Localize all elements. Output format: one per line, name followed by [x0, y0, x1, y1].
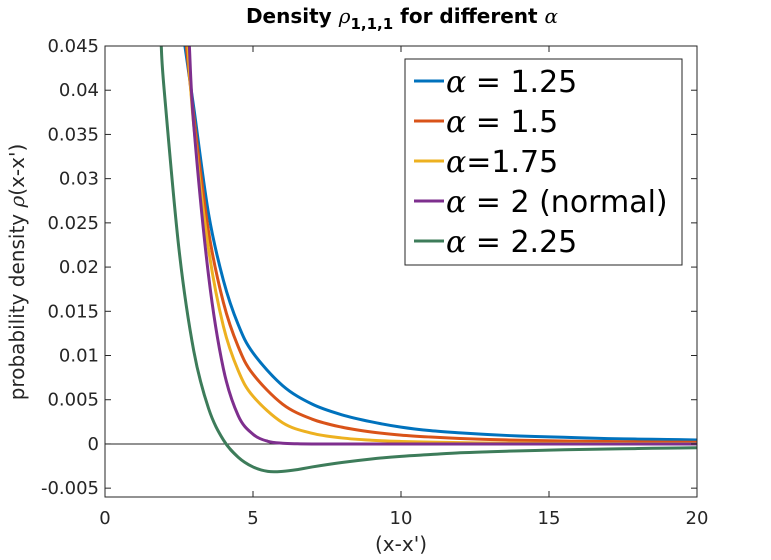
- y-tick-label: 0.03: [59, 169, 99, 190]
- y-tick-label: 0: [88, 434, 99, 455]
- x-tick-label: 10: [390, 508, 413, 529]
- y-tick-label: 0.015: [47, 301, 99, 322]
- legend-box: [404, 58, 683, 266]
- y-axis-label: probability density ρ(x-x'): [5, 144, 29, 401]
- legend-label-1: α = 1.25: [446, 65, 577, 100]
- ticks-layer: 0 5 10 15 20-0.00500.0050.010.0150.020.0250.…: [41, 36, 708, 529]
- legend-label-3: α=1.75: [446, 145, 558, 180]
- legend-label-5: α = 2.25: [446, 225, 577, 260]
- series-layer: [159, 46, 697, 474]
- legend: α = 1.25 α = 1.5 α=1.75 α = 2 (normal) α = 2…: [404, 58, 683, 266]
- x-axis-label: (x-x'): [375, 532, 427, 556]
- x-tick-label: 0: [99, 508, 110, 529]
- legend-items: α = 1.25 α = 1.5 α=1.75 α = 2 (normal) α = 2…: [414, 65, 668, 260]
- x-tick-label: 20: [686, 508, 709, 529]
- legend-label-4: α = 2 (normal): [446, 185, 668, 220]
- x-tick-label: 15: [538, 508, 561, 529]
- y-tick-label: 0.035: [47, 124, 99, 145]
- series-line-1: [183, 46, 697, 442]
- chart-title: Density ρ1,1,1 for different α: [246, 4, 559, 33]
- y-tick-label: 0.01: [59, 346, 99, 367]
- series-line-4: [187, 46, 697, 446]
- y-tick-label: -0.005: [41, 478, 99, 499]
- y-tick-label: 0.025: [47, 213, 99, 234]
- y-tick-label: 0.045: [47, 36, 99, 57]
- legend-label-2: α = 1.5: [446, 105, 558, 140]
- y-tick-label: 0.04: [59, 80, 99, 101]
- y-tick-label: 0.02: [59, 257, 99, 278]
- series-line-2: [184, 46, 697, 444]
- y-tick-label: 0.005: [47, 390, 99, 411]
- series-line-5: [159, 46, 697, 474]
- x-tick-label: 5: [247, 508, 258, 529]
